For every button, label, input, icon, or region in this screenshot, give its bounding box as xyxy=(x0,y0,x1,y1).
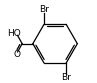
Text: Br: Br xyxy=(61,73,71,82)
Text: HO: HO xyxy=(8,29,21,38)
Text: Br: Br xyxy=(39,5,49,15)
Text: O: O xyxy=(14,50,21,59)
